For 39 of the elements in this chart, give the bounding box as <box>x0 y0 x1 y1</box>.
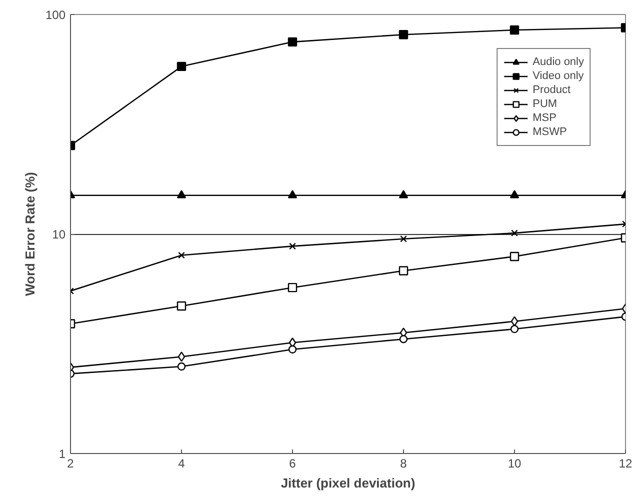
point <box>288 282 298 292</box>
x-tick-label: 12 <box>618 456 632 470</box>
point <box>288 37 298 47</box>
point <box>398 190 408 198</box>
point <box>511 230 518 236</box>
point <box>399 335 408 344</box>
x-axis-title: Jitter (pixel deviation) <box>280 476 416 490</box>
legend-label: Product <box>532 83 571 97</box>
legend-label: Video only <box>532 69 584 83</box>
point <box>178 252 185 259</box>
point <box>398 266 408 276</box>
point <box>176 62 186 72</box>
point <box>177 362 186 371</box>
x-tick-label: 4 <box>178 456 186 470</box>
x-tick-label: 10 <box>508 456 522 470</box>
point <box>398 30 408 40</box>
point <box>510 25 520 35</box>
point <box>400 235 407 242</box>
point <box>288 345 297 354</box>
point <box>176 301 186 311</box>
x-tick-label: 8 <box>400 456 408 470</box>
x-tick-label: 6 <box>289 456 296 470</box>
point <box>178 352 186 362</box>
point <box>510 324 519 334</box>
point <box>510 316 518 326</box>
point <box>288 190 298 198</box>
y-axis-title: Word Error Rate (%) <box>22 172 38 296</box>
point <box>510 252 520 262</box>
legend-label: MSP <box>532 111 556 125</box>
legend-label: PUM <box>532 97 558 111</box>
point <box>289 242 296 250</box>
point <box>510 190 520 198</box>
y-tick-label: 10 <box>52 228 66 242</box>
y-tick-label: 100 <box>45 8 66 22</box>
legend-label: MSWP <box>532 125 567 139</box>
point <box>176 190 186 198</box>
x-tick-label: 2 <box>67 456 74 470</box>
y-tick-label: 1 <box>58 447 66 461</box>
legend-label: Audio only <box>532 55 584 69</box>
